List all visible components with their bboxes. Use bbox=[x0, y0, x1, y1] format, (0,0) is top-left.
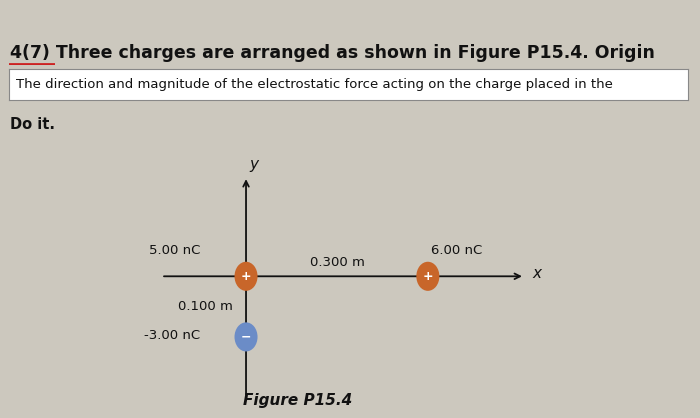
Text: ____________: ____________ bbox=[262, 409, 332, 418]
Text: Figure P15.4: Figure P15.4 bbox=[243, 393, 352, 408]
Text: Do it.: Do it. bbox=[10, 117, 55, 132]
Text: y: y bbox=[250, 157, 259, 172]
Text: 5.00 nC: 5.00 nC bbox=[149, 244, 201, 257]
Text: 4(7) Three charges are arranged as shown in Figure P15.4. Origin: 4(7) Three charges are arranged as shown… bbox=[10, 44, 655, 62]
Text: +: + bbox=[423, 270, 433, 283]
Text: +: + bbox=[241, 270, 251, 283]
Text: 6.00 nC: 6.00 nC bbox=[431, 244, 482, 257]
Ellipse shape bbox=[234, 322, 258, 352]
Text: 0.100 m: 0.100 m bbox=[178, 300, 232, 313]
Text: −: − bbox=[241, 330, 251, 344]
Ellipse shape bbox=[234, 262, 258, 291]
Text: -3.00 nC: -3.00 nC bbox=[144, 329, 201, 342]
Text: The direction and magnitude of the electrostatic force acting on the charge plac: The direction and magnitude of the elect… bbox=[16, 78, 612, 91]
Ellipse shape bbox=[416, 262, 440, 291]
Text: x: x bbox=[532, 266, 541, 281]
Text: 0.300 m: 0.300 m bbox=[309, 256, 365, 269]
